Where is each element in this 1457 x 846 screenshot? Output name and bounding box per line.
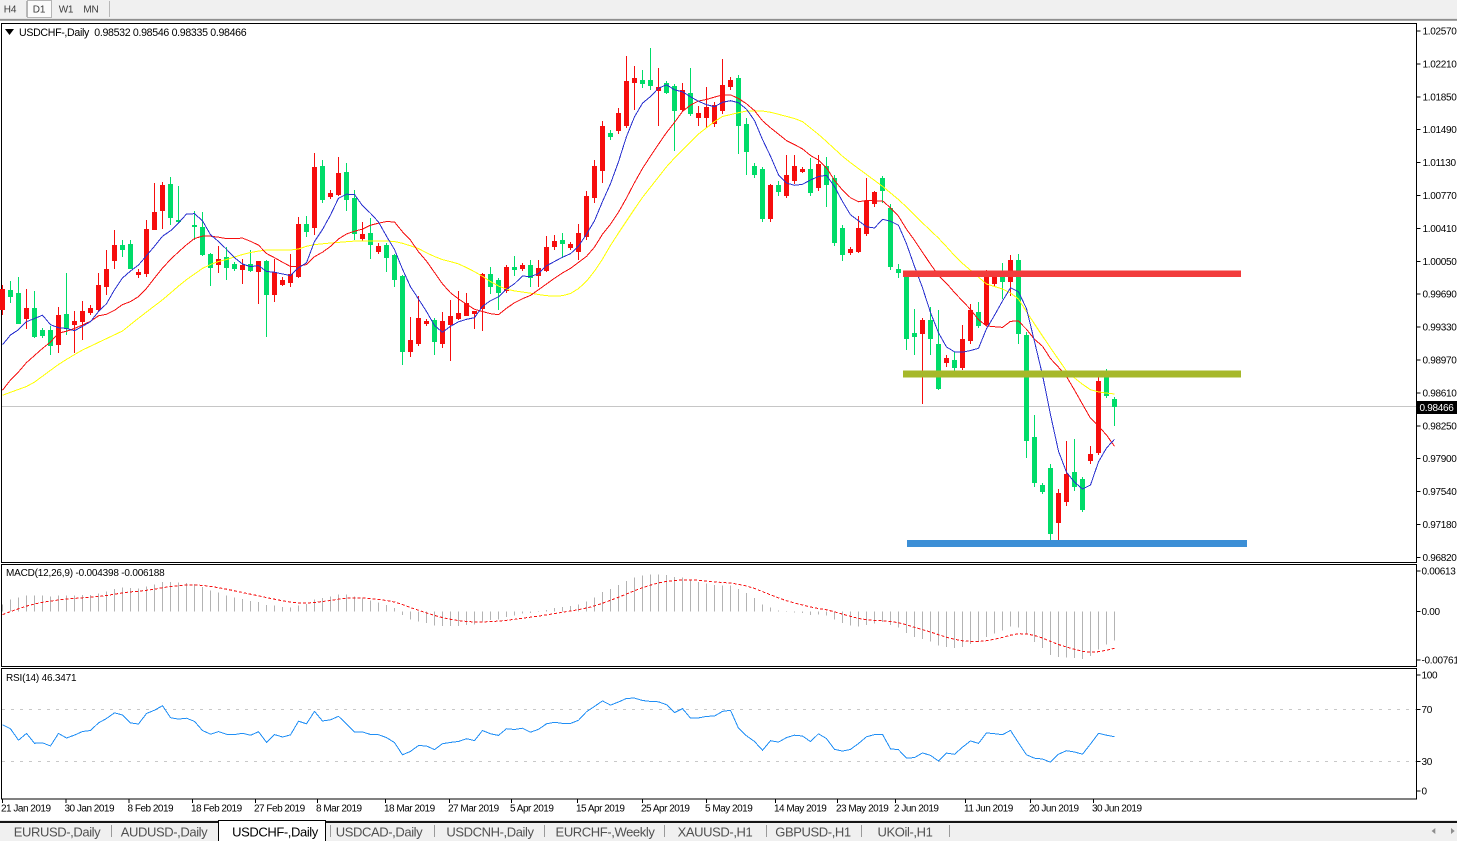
svg-text:AUDUSD-,Daily: AUDUSD-,Daily xyxy=(121,825,208,840)
svg-text:MACD(12,26,9) -0.004398 -0.006: MACD(12,26,9) -0.004398 -0.006188 xyxy=(6,568,165,579)
svg-text:23 May 2019: 23 May 2019 xyxy=(836,804,889,815)
svg-text:EURCHF-,Weekly: EURCHF-,Weekly xyxy=(556,825,656,840)
svg-text:D1: D1 xyxy=(33,5,46,16)
svg-text:1.01490: 1.01490 xyxy=(1423,125,1457,136)
svg-text:USDCAD-,Daily: USDCAD-,Daily xyxy=(336,825,423,840)
svg-text:0.98970: 0.98970 xyxy=(1423,356,1457,367)
svg-text:70: 70 xyxy=(1422,705,1433,716)
svg-text:1.01130: 1.01130 xyxy=(1423,158,1457,169)
svg-text:14 May 2019: 14 May 2019 xyxy=(774,804,827,815)
svg-text:-0.00761: -0.00761 xyxy=(1422,656,1457,667)
svg-text:EURUSD-,Daily: EURUSD-,Daily xyxy=(14,825,101,840)
svg-text:8 Mar 2019: 8 Mar 2019 xyxy=(316,804,363,815)
svg-text:1.01850: 1.01850 xyxy=(1423,92,1457,103)
svg-text:15 Apr 2019: 15 Apr 2019 xyxy=(576,804,625,815)
svg-text:USDCHF-,Daily: USDCHF-,Daily xyxy=(232,825,319,840)
svg-text:GBPUSD-,H1: GBPUSD-,H1 xyxy=(775,825,851,840)
svg-text:5 Apr 2019: 5 Apr 2019 xyxy=(510,804,554,815)
svg-text:8 Feb 2019: 8 Feb 2019 xyxy=(128,804,175,815)
svg-text:1.00410: 1.00410 xyxy=(1423,224,1457,235)
svg-text:1.00770: 1.00770 xyxy=(1423,191,1457,202)
svg-text:0.98610: 0.98610 xyxy=(1423,388,1457,399)
svg-text:0.99330: 0.99330 xyxy=(1423,323,1457,334)
svg-text:1.02210: 1.02210 xyxy=(1423,59,1457,70)
svg-text:25 Apr 2019: 25 Apr 2019 xyxy=(641,804,690,815)
svg-text:MN: MN xyxy=(83,5,98,16)
svg-text:XAUUSD-,H1: XAUUSD-,H1 xyxy=(678,825,753,840)
svg-text:1.00050: 1.00050 xyxy=(1423,257,1457,268)
svg-text:USDCNH-,Daily: USDCNH-,Daily xyxy=(446,825,534,840)
svg-text:30 Jun 2019: 30 Jun 2019 xyxy=(1092,804,1142,815)
svg-text:100: 100 xyxy=(1422,671,1439,682)
svg-text:0.97540: 0.97540 xyxy=(1423,487,1457,498)
svg-text:0.96820: 0.96820 xyxy=(1423,553,1457,564)
svg-text:0.97180: 0.97180 xyxy=(1423,520,1457,531)
svg-text:27 Mar 2019: 27 Mar 2019 xyxy=(448,804,500,815)
svg-text:27 Feb 2019: 27 Feb 2019 xyxy=(254,804,306,815)
svg-text:2 Jun 2019: 2 Jun 2019 xyxy=(894,804,939,815)
svg-text:0.97900: 0.97900 xyxy=(1423,454,1457,465)
svg-text:0.00: 0.00 xyxy=(1422,607,1441,618)
svg-text:H4: H4 xyxy=(4,5,17,16)
svg-text:5 May 2019: 5 May 2019 xyxy=(705,804,753,815)
svg-text:30 Jan 2019: 30 Jan 2019 xyxy=(65,804,115,815)
svg-text:21 Jan 2019: 21 Jan 2019 xyxy=(1,804,51,815)
svg-text:0.99690: 0.99690 xyxy=(1423,290,1457,301)
svg-text:0.00613: 0.00613 xyxy=(1422,567,1457,578)
svg-text:W1: W1 xyxy=(59,5,74,16)
svg-text:20 Jun 2019: 20 Jun 2019 xyxy=(1029,804,1079,815)
svg-text:USDCHF-,Daily 0.98532 0.98546: USDCHF-,Daily 0.98532 0.98546 0.98335 0.… xyxy=(19,27,247,39)
svg-text:0.98250: 0.98250 xyxy=(1423,421,1457,432)
svg-text:18 Feb 2019: 18 Feb 2019 xyxy=(191,804,243,815)
svg-text:11 Jun 2019: 11 Jun 2019 xyxy=(964,804,1014,815)
svg-text:UKOil-,H1: UKOil-,H1 xyxy=(878,825,933,840)
svg-text:0: 0 xyxy=(1422,787,1428,798)
svg-text:1.02570: 1.02570 xyxy=(1423,27,1457,38)
svg-text:18 Mar 2019: 18 Mar 2019 xyxy=(384,804,436,815)
svg-text:30: 30 xyxy=(1422,757,1433,768)
svg-text:0.98466: 0.98466 xyxy=(1420,403,1455,414)
svg-text:RSI(14) 46.3471: RSI(14) 46.3471 xyxy=(6,673,77,684)
